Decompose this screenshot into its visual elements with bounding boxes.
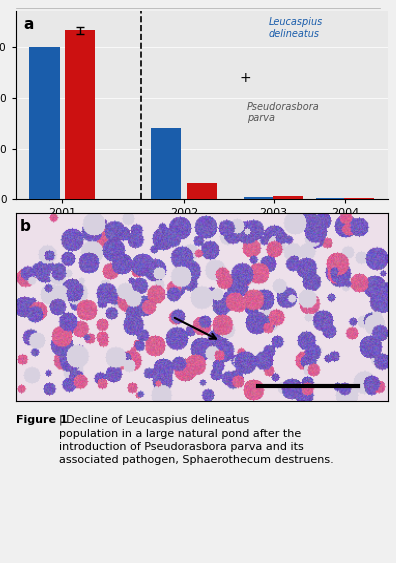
Bar [316, 198, 346, 199]
Text: +: + [239, 72, 251, 86]
Bar [187, 183, 217, 199]
Text: a: a [23, 17, 34, 32]
Text: b: b [19, 219, 30, 234]
Text: Leucaspius
delineatus: Leucaspius delineatus [269, 17, 323, 38]
Bar [65, 30, 95, 199]
Text: | Decline of Leucaspius delineatus
population in a large natural pond after the
: | Decline of Leucaspius delineatus popul… [59, 415, 333, 465]
Bar [345, 198, 375, 199]
Text: Figure 1: Figure 1 [16, 415, 67, 425]
Text: Pseudorasbora
parva: Pseudorasbora parva [247, 101, 320, 123]
Bar [151, 128, 181, 199]
Bar [273, 196, 303, 199]
Bar [244, 198, 274, 199]
Bar [29, 47, 59, 199]
